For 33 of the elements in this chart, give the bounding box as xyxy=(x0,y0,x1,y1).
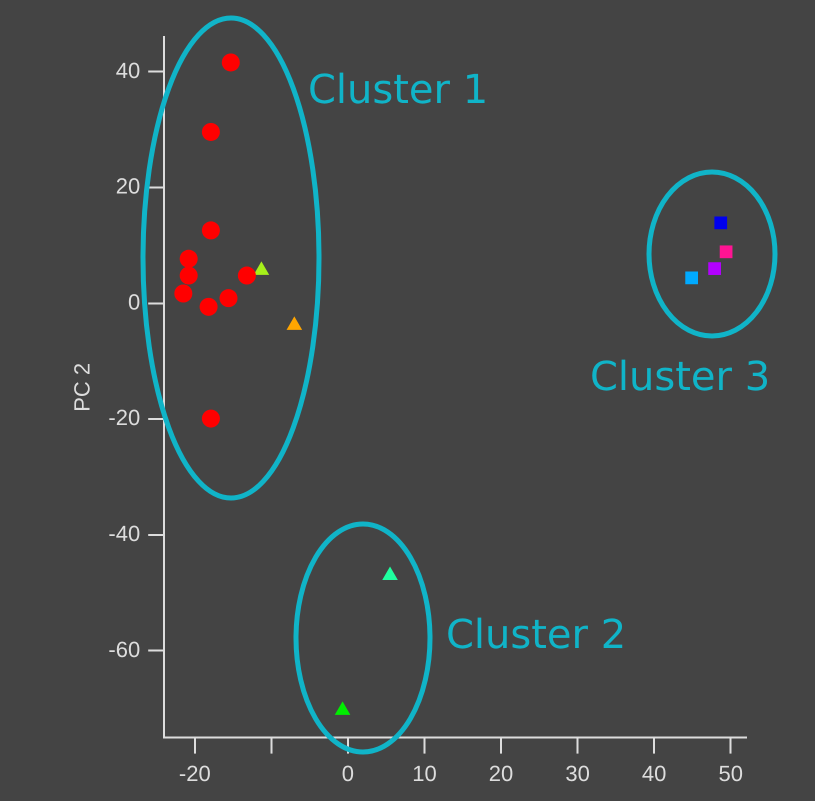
point xyxy=(382,566,398,580)
point xyxy=(202,221,220,240)
x-tick-label: 0 xyxy=(342,760,354,786)
y-tick-label: 40 xyxy=(116,58,140,83)
point xyxy=(334,701,350,715)
annotation: Cluster 3 xyxy=(590,354,770,400)
point xyxy=(238,266,256,285)
point xyxy=(200,298,218,316)
point xyxy=(202,122,220,141)
point xyxy=(202,410,220,428)
x-tick-label: 10 xyxy=(412,760,437,786)
point xyxy=(220,289,238,308)
annotation: Cluster 1 xyxy=(308,67,488,113)
point xyxy=(222,53,240,72)
annotation: Cluster 2 xyxy=(446,612,626,658)
point xyxy=(180,266,198,285)
y-tick-label: -60 xyxy=(108,636,140,662)
y-axis-title: PC 2 xyxy=(69,362,94,412)
x-tick-label: 50 xyxy=(718,760,743,786)
point xyxy=(174,284,192,302)
y-tick-label: -20 xyxy=(108,405,140,430)
x-tick-label: 20 xyxy=(488,760,514,786)
y-tick-label: -40 xyxy=(108,521,140,546)
point xyxy=(714,216,728,230)
point xyxy=(720,245,732,258)
x-tick-label: -20 xyxy=(178,760,211,786)
x-tick-label: 40 xyxy=(642,760,666,786)
point xyxy=(708,262,721,275)
y-tick-label: 20 xyxy=(116,174,140,199)
x-tick-label: 30 xyxy=(565,760,590,786)
y-tick-label: 0 xyxy=(128,289,140,314)
point xyxy=(180,250,198,268)
point xyxy=(685,272,698,284)
